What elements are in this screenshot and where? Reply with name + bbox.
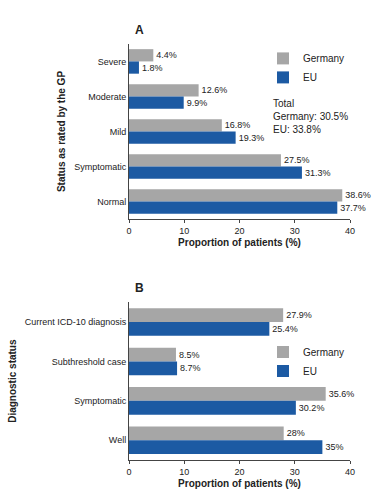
svg-text:16.8%: 16.8% [225, 120, 251, 130]
svg-text:Normal: Normal [97, 197, 126, 207]
svg-text:8.5%: 8.5% [179, 350, 200, 360]
svg-text:10: 10 [179, 226, 189, 236]
svg-text:Germany: Germany [303, 347, 344, 358]
svg-text:28%: 28% [287, 428, 305, 438]
svg-text:31.3%: 31.3% [305, 168, 331, 178]
svg-text:Status as rated by the GP: Status as rated by the GP [56, 71, 67, 192]
svg-text:40: 40 [345, 226, 355, 236]
svg-text:Proportion of patients (%): Proportion of patients (%) [178, 237, 301, 248]
svg-text:27.9%: 27.9% [286, 310, 312, 320]
svg-text:10: 10 [179, 467, 189, 477]
svg-text:Symptomatic: Symptomatic [74, 162, 127, 172]
svg-text:Mild: Mild [110, 127, 127, 137]
svg-text:4.4%: 4.4% [156, 50, 177, 60]
svg-text:Moderate: Moderate [88, 92, 126, 102]
svg-text:12.6%: 12.6% [202, 85, 228, 95]
svg-text:EU: EU [303, 72, 317, 83]
svg-text:30.2%: 30.2% [299, 403, 325, 413]
svg-text:25.4%: 25.4% [272, 324, 298, 334]
svg-text:0: 0 [126, 226, 131, 236]
svg-text:Diagnostic status: Diagnostic status [7, 339, 18, 423]
svg-text:19.3%: 19.3% [239, 133, 265, 143]
svg-text:Proportion of patients (%): Proportion of patients (%) [178, 478, 301, 489]
svg-text:EU: EU [303, 366, 317, 377]
svg-text:0: 0 [126, 467, 131, 477]
svg-text:Subthreshold case: Subthreshold case [52, 357, 127, 367]
svg-text:20: 20 [234, 226, 244, 236]
svg-text:Severe: Severe [98, 57, 127, 67]
svg-text:Germany: Germany [303, 53, 344, 64]
svg-text:35.6%: 35.6% [329, 389, 355, 399]
svg-text:1.8%: 1.8% [142, 63, 163, 73]
svg-text:30: 30 [290, 467, 300, 477]
svg-text:40: 40 [345, 467, 355, 477]
svg-text:35%: 35% [325, 442, 343, 452]
svg-text:Current ICD-10 diagnosis: Current ICD-10 diagnosis [25, 317, 127, 327]
svg-text:Symptomatic: Symptomatic [74, 396, 127, 406]
svg-text:8.7%: 8.7% [180, 363, 201, 373]
svg-text:20: 20 [234, 467, 244, 477]
svg-text:30: 30 [290, 226, 300, 236]
svg-text:Well: Well [109, 435, 126, 445]
svg-text:B: B [135, 281, 144, 295]
svg-text:TotalGermany: 30.5%EU: 33.8%: TotalGermany: 30.5%EU: 33.8% [273, 98, 348, 135]
svg-text:37.7%: 37.7% [340, 203, 366, 213]
svg-text:9.9%: 9.9% [187, 98, 208, 108]
svg-text:A: A [135, 23, 144, 37]
svg-text:27.5%: 27.5% [284, 155, 310, 165]
svg-text:38.6%: 38.6% [345, 190, 371, 200]
